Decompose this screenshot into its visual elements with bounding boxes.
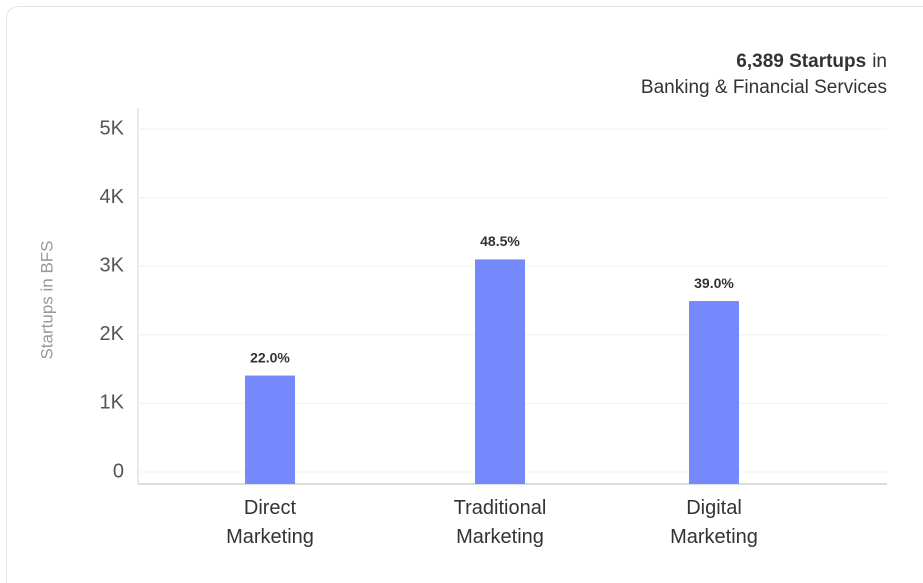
header-suffix: in: [872, 51, 887, 72]
y-axis-label: Startups in BFS: [37, 240, 56, 359]
x-tick-label: Digital Marketing: [670, 497, 758, 548]
y-tick-label: 1K: [100, 392, 125, 414]
bar: [475, 259, 525, 484]
header: 6,389 Startups in: [736, 51, 887, 72]
x-tick-label-box: Direct Marketing: [226, 497, 314, 548]
x-tick-label: Traditional Marketing: [453, 497, 547, 548]
value-label: 22.0%: [250, 349, 290, 365]
value-label: 48.5%: [480, 233, 520, 249]
y-tick-label: 0: [113, 460, 124, 482]
y-tick-label: 3K: [100, 254, 125, 276]
y-tick-label: 4K: [100, 186, 125, 208]
value-label: 39.0%: [694, 275, 734, 291]
subtitle: Banking & Financial Services: [641, 77, 887, 98]
x-tick-label: Direct Marketing: [226, 497, 314, 548]
card: [6, 6, 923, 583]
header-count: 6,389 Startups: [736, 51, 866, 72]
bar: [689, 301, 739, 484]
y-tick-label: 5K: [100, 117, 125, 139]
y-tick-label: 2K: [100, 323, 125, 345]
x-tick-label-box: Traditional Marketing: [453, 497, 547, 548]
x-tick-label-box: Digital Marketing: [670, 497, 758, 548]
bar: [245, 375, 295, 484]
